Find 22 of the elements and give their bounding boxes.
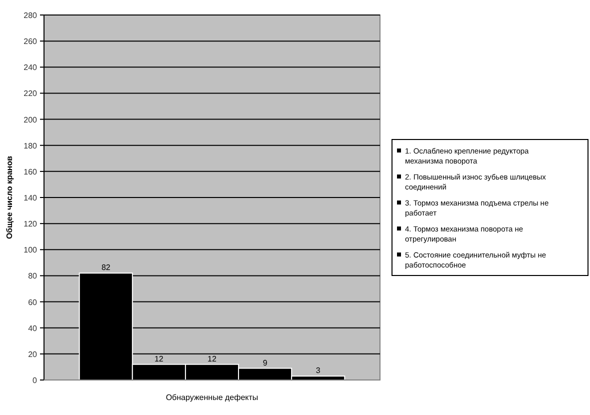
y-tick-label: 100 bbox=[24, 246, 38, 255]
y-tick-label: 200 bbox=[24, 115, 38, 124]
y-tick-label: 80 bbox=[28, 272, 38, 281]
y-tick-label: 20 bbox=[28, 350, 38, 359]
x-axis-title: Обнаруженные дефекты bbox=[166, 393, 258, 402]
y-tick-label: 260 bbox=[24, 37, 38, 46]
data-label: 9 bbox=[262, 358, 268, 368]
y-tick-label: 280 bbox=[24, 11, 38, 20]
data-label: 3 bbox=[316, 366, 321, 376]
y-axis-title: Общее число кранов bbox=[5, 156, 14, 240]
y-tick-label: 40 bbox=[28, 324, 38, 333]
y-tick-label: 0 bbox=[32, 376, 38, 385]
y-tick-label: 60 bbox=[28, 298, 38, 307]
data-label: 12 bbox=[154, 354, 164, 364]
data-label: 12 bbox=[208, 354, 217, 364]
y-tick-label: 140 bbox=[24, 194, 38, 202]
data-label: 82 bbox=[101, 263, 111, 272]
y-tick-label: 120 bbox=[24, 220, 38, 229]
y-tick-label: 180 bbox=[24, 141, 38, 150]
y-tick-label: 220 bbox=[24, 89, 38, 98]
y-tick-label: 160 bbox=[24, 167, 38, 176]
y-tick-label: 240 bbox=[24, 63, 38, 72]
